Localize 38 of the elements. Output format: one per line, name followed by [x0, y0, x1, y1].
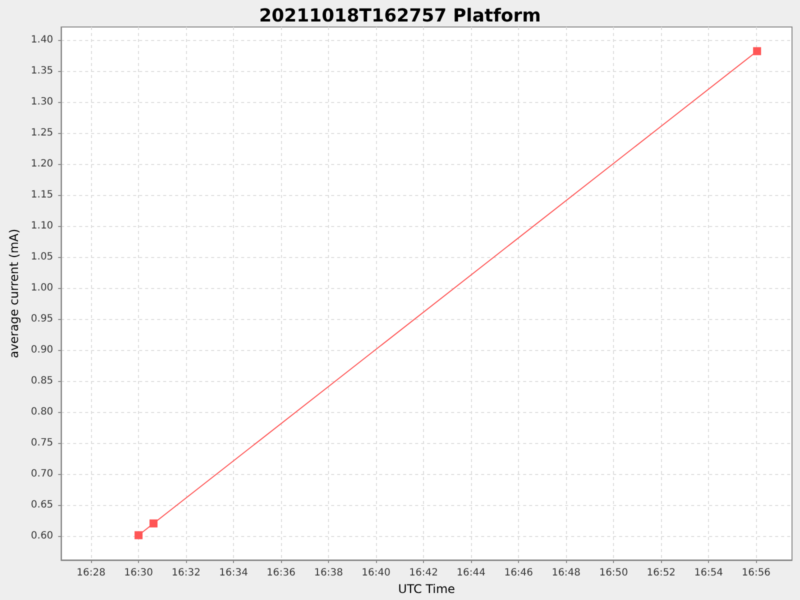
- y-tick-label: 0.90: [30, 344, 54, 356]
- x-tick-label: 16:28: [76, 568, 106, 578]
- x-tick-label: 16:32: [172, 568, 200, 578]
- x-tick-label: 16:40: [362, 568, 391, 578]
- y-tick-label: 1.20: [30, 158, 54, 170]
- x-axis-title: UTC Time: [398, 582, 456, 596]
- y-tick-label: 1.25: [30, 127, 54, 138]
- x-tick-label: 16:50: [599, 568, 628, 578]
- y-tick-label: 1.40: [30, 34, 54, 46]
- x-tick-label: 16:46: [504, 568, 534, 578]
- y-tick-label: 1.00: [30, 282, 54, 294]
- point: [753, 47, 762, 56]
- chart-title: 20211018T162757 Platform: [259, 6, 541, 26]
- y-tick-label: 1.05: [30, 251, 54, 262]
- y-tick-label: 0.80: [30, 406, 54, 418]
- x-tick-label: 16:42: [409, 568, 438, 578]
- y-tick-label: 1.10: [30, 220, 54, 232]
- x-tick-label: 16:34: [219, 568, 248, 578]
- point: [150, 519, 158, 528]
- y-tick-label: 0.65: [30, 499, 54, 510]
- x-tick-label: 16:54: [694, 568, 724, 578]
- y-tick-label: 1.30: [30, 96, 54, 108]
- x-tick-label: 16:44: [456, 568, 486, 578]
- x-tick-label: 16:48: [552, 568, 581, 578]
- x-tick-label: 16:56: [742, 568, 771, 578]
- x-tick-label: 16:52: [646, 568, 676, 578]
- x-tick-label: 16:38: [314, 568, 343, 578]
- y-tick-label: 0.70: [30, 468, 54, 480]
- y-tick-label: 1.15: [30, 189, 54, 200]
- y-axis-title: average current (mA): [7, 228, 21, 358]
- y-tick-label: 0.85: [30, 375, 54, 386]
- y-tick-label: 1.35: [30, 66, 54, 77]
- x-tick-label: 16:30: [124, 568, 153, 578]
- point: [134, 531, 143, 540]
- y-tick-label: 0.75: [30, 437, 54, 448]
- y-tick-label: 0.60: [30, 530, 54, 542]
- x-tick-label: 16:36: [266, 568, 296, 578]
- y-tick-label: 0.95: [30, 313, 54, 324]
